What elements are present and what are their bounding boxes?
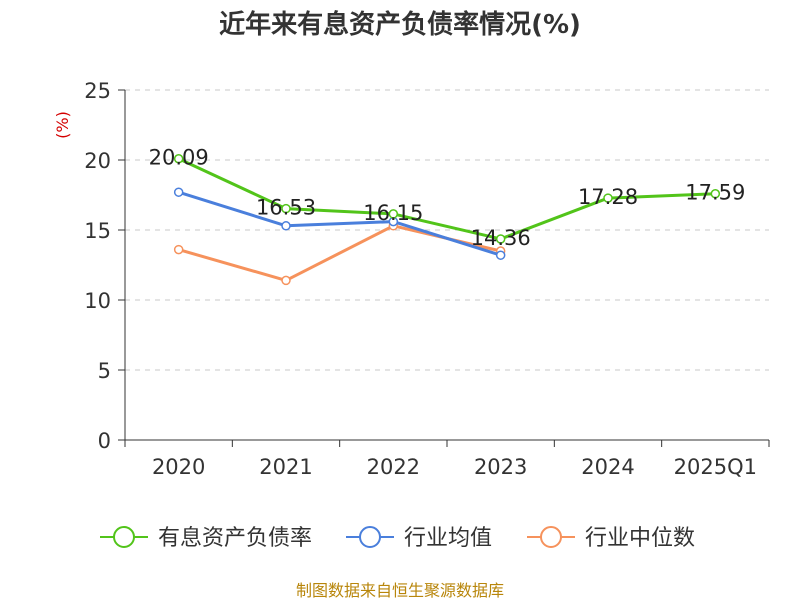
- x-tick-label: 2025Q1: [674, 455, 757, 479]
- series-line: [178, 224, 502, 282]
- data-point: [495, 234, 506, 244]
- data-point: [173, 187, 184, 197]
- data-point: [173, 244, 184, 255]
- x-tick-label: 2021: [259, 455, 312, 479]
- data-point: [281, 275, 291, 286]
- data-point: [281, 221, 291, 231]
- data-point: [173, 153, 184, 164]
- series-line: [178, 157, 716, 241]
- source-note: 制图数据来自恒生聚源数据库: [295, 581, 504, 600]
- data-point: [281, 203, 291, 214]
- chart-title: 近年来有息资产负债率情况(%): [219, 10, 581, 40]
- series-line: [178, 190, 502, 257]
- legend-label: 行业中位数: [585, 526, 695, 551]
- data-label: 20.09: [149, 146, 209, 170]
- data-point: [388, 209, 399, 219]
- x-tick-label: 2020: [152, 455, 205, 479]
- data-label: 16.53: [256, 196, 316, 220]
- y-tick-label: 5: [98, 359, 111, 383]
- data-label: 14.36: [471, 226, 531, 250]
- data-label: 17.59: [685, 181, 745, 205]
- y-tick-label: 20: [84, 149, 111, 173]
- y-tick-label: 15: [84, 219, 111, 243]
- legend-marker: [113, 526, 135, 548]
- x-tick-label: 2023: [474, 455, 527, 479]
- legend-marker: [359, 526, 381, 548]
- legend-marker: [540, 526, 562, 548]
- y-axis-label: (%): [53, 111, 72, 139]
- data-point: [495, 250, 506, 260]
- y-tick-label: 0: [98, 429, 111, 453]
- data-label: 17.28: [578, 185, 638, 209]
- y-tick-label: 25: [84, 79, 111, 103]
- y-tick-label: 10: [84, 289, 111, 313]
- data-label: 16.15: [363, 201, 423, 225]
- legend-label: 行业均值: [404, 526, 492, 551]
- legend-label: 有息资产负债率: [158, 526, 312, 551]
- data-point: [603, 193, 613, 203]
- data-point: [710, 188, 721, 199]
- x-tick-label: 2022: [367, 455, 420, 479]
- x-tick-label: 2024: [581, 455, 634, 479]
